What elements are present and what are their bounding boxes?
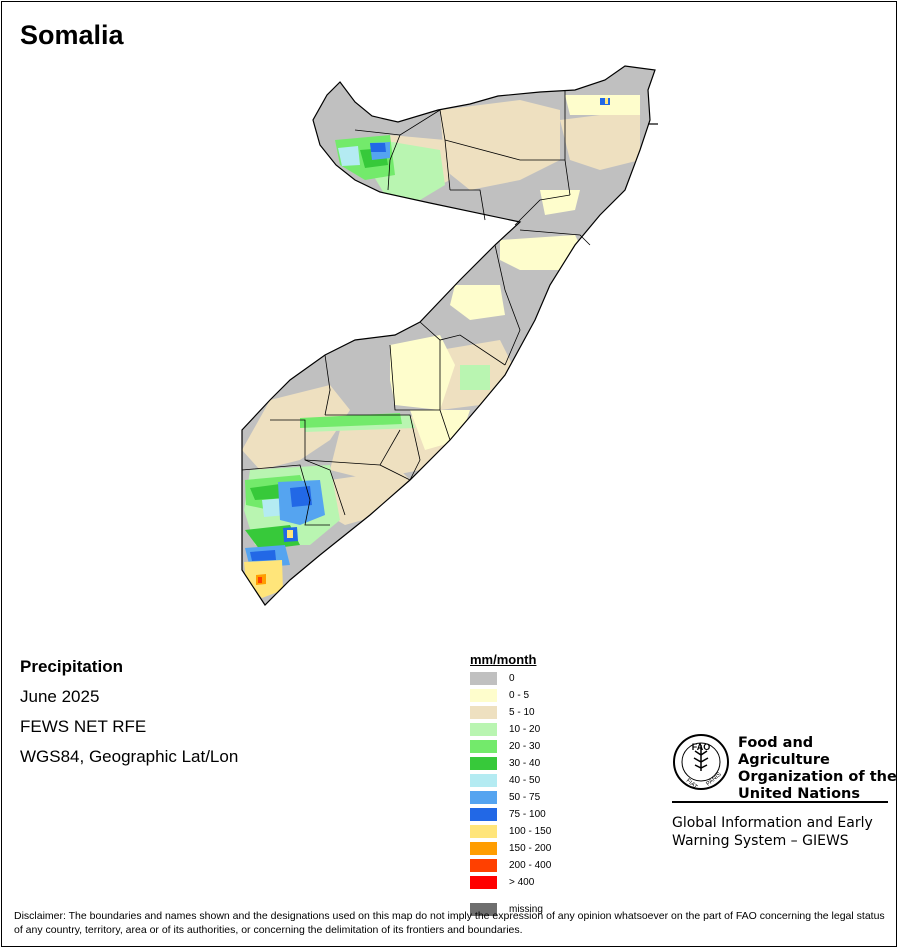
legend-swatch: [470, 903, 497, 916]
rain-area-0-5: [450, 285, 505, 320]
legend-swatch: [470, 774, 497, 787]
legend-swatch: [470, 791, 497, 804]
rain-area-5-10: [440, 100, 560, 190]
rain-area-20-30: [300, 413, 402, 428]
fao-logo-letters: FAO: [692, 742, 711, 752]
legend-swatch: [470, 757, 497, 770]
rain-area-40-50: [338, 146, 360, 166]
legend-swatch: [470, 740, 497, 753]
legend-swatch: [470, 859, 497, 872]
legend-label: 0 - 5: [509, 690, 530, 701]
legend-swatch: [470, 706, 497, 719]
legend-label: 200 - 400: [509, 860, 552, 871]
rainfall-raster: [242, 66, 655, 605]
legend-label: 5 - 10: [509, 707, 535, 718]
rain-area-30-40: [250, 484, 285, 500]
legend-label: missing: [509, 904, 543, 915]
rain-area-0-5: [390, 335, 455, 410]
legend-title: mm/month: [470, 652, 537, 667]
legend-label: 75 - 100: [509, 809, 546, 820]
rain-area-100-150: [287, 530, 293, 538]
legend-label: > 400: [509, 877, 535, 888]
fao-org-name: Food and Agriculture Organization of the…: [738, 735, 900, 803]
rain-area-100-150: [605, 98, 608, 104]
rain-area-0-5: [540, 190, 580, 215]
rain-area-0-5: [500, 235, 585, 270]
legend-label: 0: [509, 673, 515, 684]
map-variable: Precipitation: [20, 657, 123, 676]
map-title: Somalia: [20, 20, 124, 50]
legend-swatch: [470, 689, 497, 702]
giews-line1: Global Information and Early: [672, 815, 873, 831]
fao-org-name-line3: United Nations: [738, 786, 860, 802]
legend-label: 100 - 150: [509, 826, 552, 837]
rain-area-75-100: [290, 486, 312, 507]
rain-area-75-100: [370, 143, 386, 152]
legend-swatch: [470, 842, 497, 855]
legend-swatch: [470, 876, 497, 889]
legend-label: 10 - 20: [509, 724, 541, 735]
legend-swatch: [470, 808, 497, 821]
admin-boundaries: [241, 90, 591, 526]
legend-label: 20 - 30: [509, 741, 541, 752]
rain-area-10-20: [460, 365, 490, 390]
rain-area-5-10: [320, 470, 420, 525]
fao-logo-icon: FAO FIAT PANIS: [673, 734, 729, 791]
legend-label: 150 - 200: [509, 843, 552, 854]
giews-line2: Warning System – GIEWS: [672, 833, 849, 849]
legend-label: 30 - 40: [509, 758, 541, 769]
legend-swatch: [470, 672, 497, 685]
legend-swatch: [470, 825, 497, 838]
country-outline: [241, 65, 656, 606]
giews-name: Global Information and Early Warning Sys…: [672, 814, 873, 850]
disclaimer: Disclaimer: The boundaries and names sho…: [14, 910, 885, 936]
branding-divider: [672, 801, 888, 803]
legend-label: 50 - 75: [509, 792, 541, 803]
fao-org-name-line2: Organization of the: [738, 769, 897, 785]
rain-area-200-400: [258, 577, 262, 583]
map-period: June 2025: [20, 687, 100, 706]
legend-label: 40 - 50: [509, 775, 541, 786]
rain-area-5-10: [242, 385, 350, 470]
rain-area-5-10: [560, 110, 640, 170]
map-projection: WGS84, Geographic Lat/Lon: [20, 747, 239, 766]
map-source: FEWS NET RFE: [20, 717, 147, 736]
legend-swatch: [470, 723, 497, 736]
fao-org-name-line1: Food and Agriculture: [738, 735, 830, 768]
rain-area-75-100: [250, 550, 276, 561]
